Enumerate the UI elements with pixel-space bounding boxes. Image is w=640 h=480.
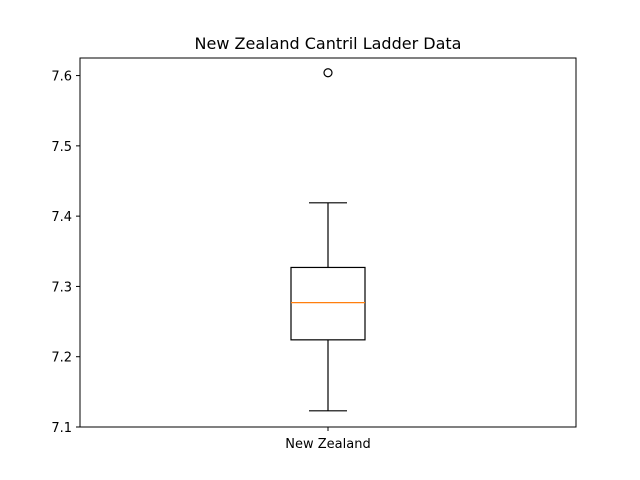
- plot-area-frame: [79, 57, 577, 428]
- chart-title: New Zealand Cantril Ladder Data: [195, 34, 462, 53]
- y-tick-label: 7.1: [51, 421, 72, 436]
- outlier-point: [323, 68, 333, 78]
- y-tick-label: 7.5: [51, 140, 72, 155]
- x-tick-label: New Zealand: [285, 437, 370, 452]
- y-tick-label: 7.3: [51, 280, 72, 295]
- x-axis: New Zealand: [285, 427, 371, 452]
- y-tick-label: 7.6: [51, 70, 72, 85]
- y-axis: 7.1 7.2 7.3 7.4 7.5 7.6: [51, 70, 80, 436]
- interquartile-box: [290, 266, 366, 341]
- y-tick-label: 7.4: [51, 210, 72, 225]
- box-group: [290, 68, 366, 412]
- y-tick-label: 7.2: [51, 351, 72, 366]
